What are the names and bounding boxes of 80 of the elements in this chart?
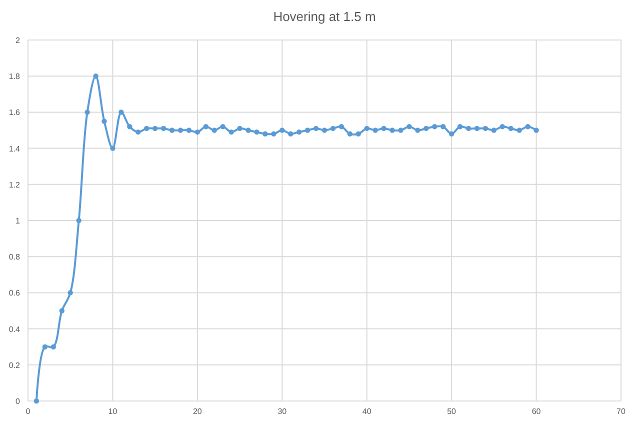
point xyxy=(203,124,208,130)
point xyxy=(68,290,73,296)
point xyxy=(76,218,82,224)
point xyxy=(398,128,404,133)
point xyxy=(254,129,260,135)
point xyxy=(212,128,217,133)
point xyxy=(280,128,285,133)
point xyxy=(228,129,234,135)
point xyxy=(466,126,472,132)
point xyxy=(432,124,438,130)
point xyxy=(364,126,370,132)
y-tick-label: 0.4 xyxy=(8,324,21,334)
y-tick-label: 1.4 xyxy=(8,144,21,154)
point xyxy=(127,124,132,130)
point xyxy=(220,124,226,130)
y-tick-label: 1.6 xyxy=(8,108,21,118)
x-tick-label: 60 xyxy=(532,407,542,416)
point xyxy=(304,128,310,133)
point xyxy=(246,128,251,133)
x-tick-label: 70 xyxy=(616,407,626,416)
point xyxy=(118,110,124,115)
point xyxy=(169,128,175,133)
x-tick-label: 10 xyxy=(108,407,118,416)
point xyxy=(474,126,480,132)
point xyxy=(34,398,40,404)
point xyxy=(534,128,539,133)
point xyxy=(262,131,268,136)
point xyxy=(136,129,141,135)
point xyxy=(338,124,344,130)
chart-title: Hovering at 1.5 m xyxy=(273,9,376,24)
point xyxy=(330,126,336,132)
point xyxy=(186,128,192,133)
point xyxy=(440,124,446,130)
point xyxy=(42,344,48,350)
point xyxy=(381,126,386,132)
x-tick-label: 30 xyxy=(278,407,288,416)
y-tick-label: 1.2 xyxy=(8,180,21,190)
point xyxy=(500,124,505,130)
point xyxy=(322,128,328,133)
y-tick-label: 1 xyxy=(16,216,21,226)
point xyxy=(424,126,429,132)
point xyxy=(93,74,98,79)
x-tick-label: 40 xyxy=(362,407,372,416)
point xyxy=(160,126,166,132)
x-tick-label: 0 xyxy=(26,407,31,416)
point xyxy=(102,118,107,124)
x-tick-label: 50 xyxy=(447,407,457,416)
point xyxy=(415,128,420,133)
y-tick-label: 1.8 xyxy=(8,72,21,82)
point xyxy=(525,124,530,130)
y-tick-label: 0.6 xyxy=(8,288,21,298)
point xyxy=(288,131,294,136)
y-tick-label: 2 xyxy=(16,36,21,45)
point xyxy=(508,126,514,132)
point xyxy=(194,129,200,135)
point xyxy=(313,126,319,132)
x-tick-label: 20 xyxy=(192,407,202,416)
point xyxy=(406,124,412,130)
point xyxy=(516,128,522,133)
point xyxy=(482,126,488,132)
y-tick-label: 0 xyxy=(16,397,21,406)
point xyxy=(271,131,276,136)
point xyxy=(457,124,463,130)
y-tick-label: 0.2 xyxy=(8,360,21,370)
point xyxy=(237,126,242,132)
point xyxy=(59,308,64,314)
point xyxy=(390,128,395,133)
point xyxy=(178,128,184,133)
point xyxy=(372,128,378,133)
point xyxy=(347,131,353,136)
point xyxy=(491,128,497,133)
y-tick-label: 0.8 xyxy=(8,252,21,262)
point xyxy=(448,131,454,136)
point xyxy=(110,146,116,151)
point xyxy=(144,126,150,132)
point xyxy=(356,131,361,136)
point xyxy=(84,110,90,115)
point xyxy=(296,129,302,135)
point xyxy=(152,126,158,132)
point xyxy=(50,344,56,350)
